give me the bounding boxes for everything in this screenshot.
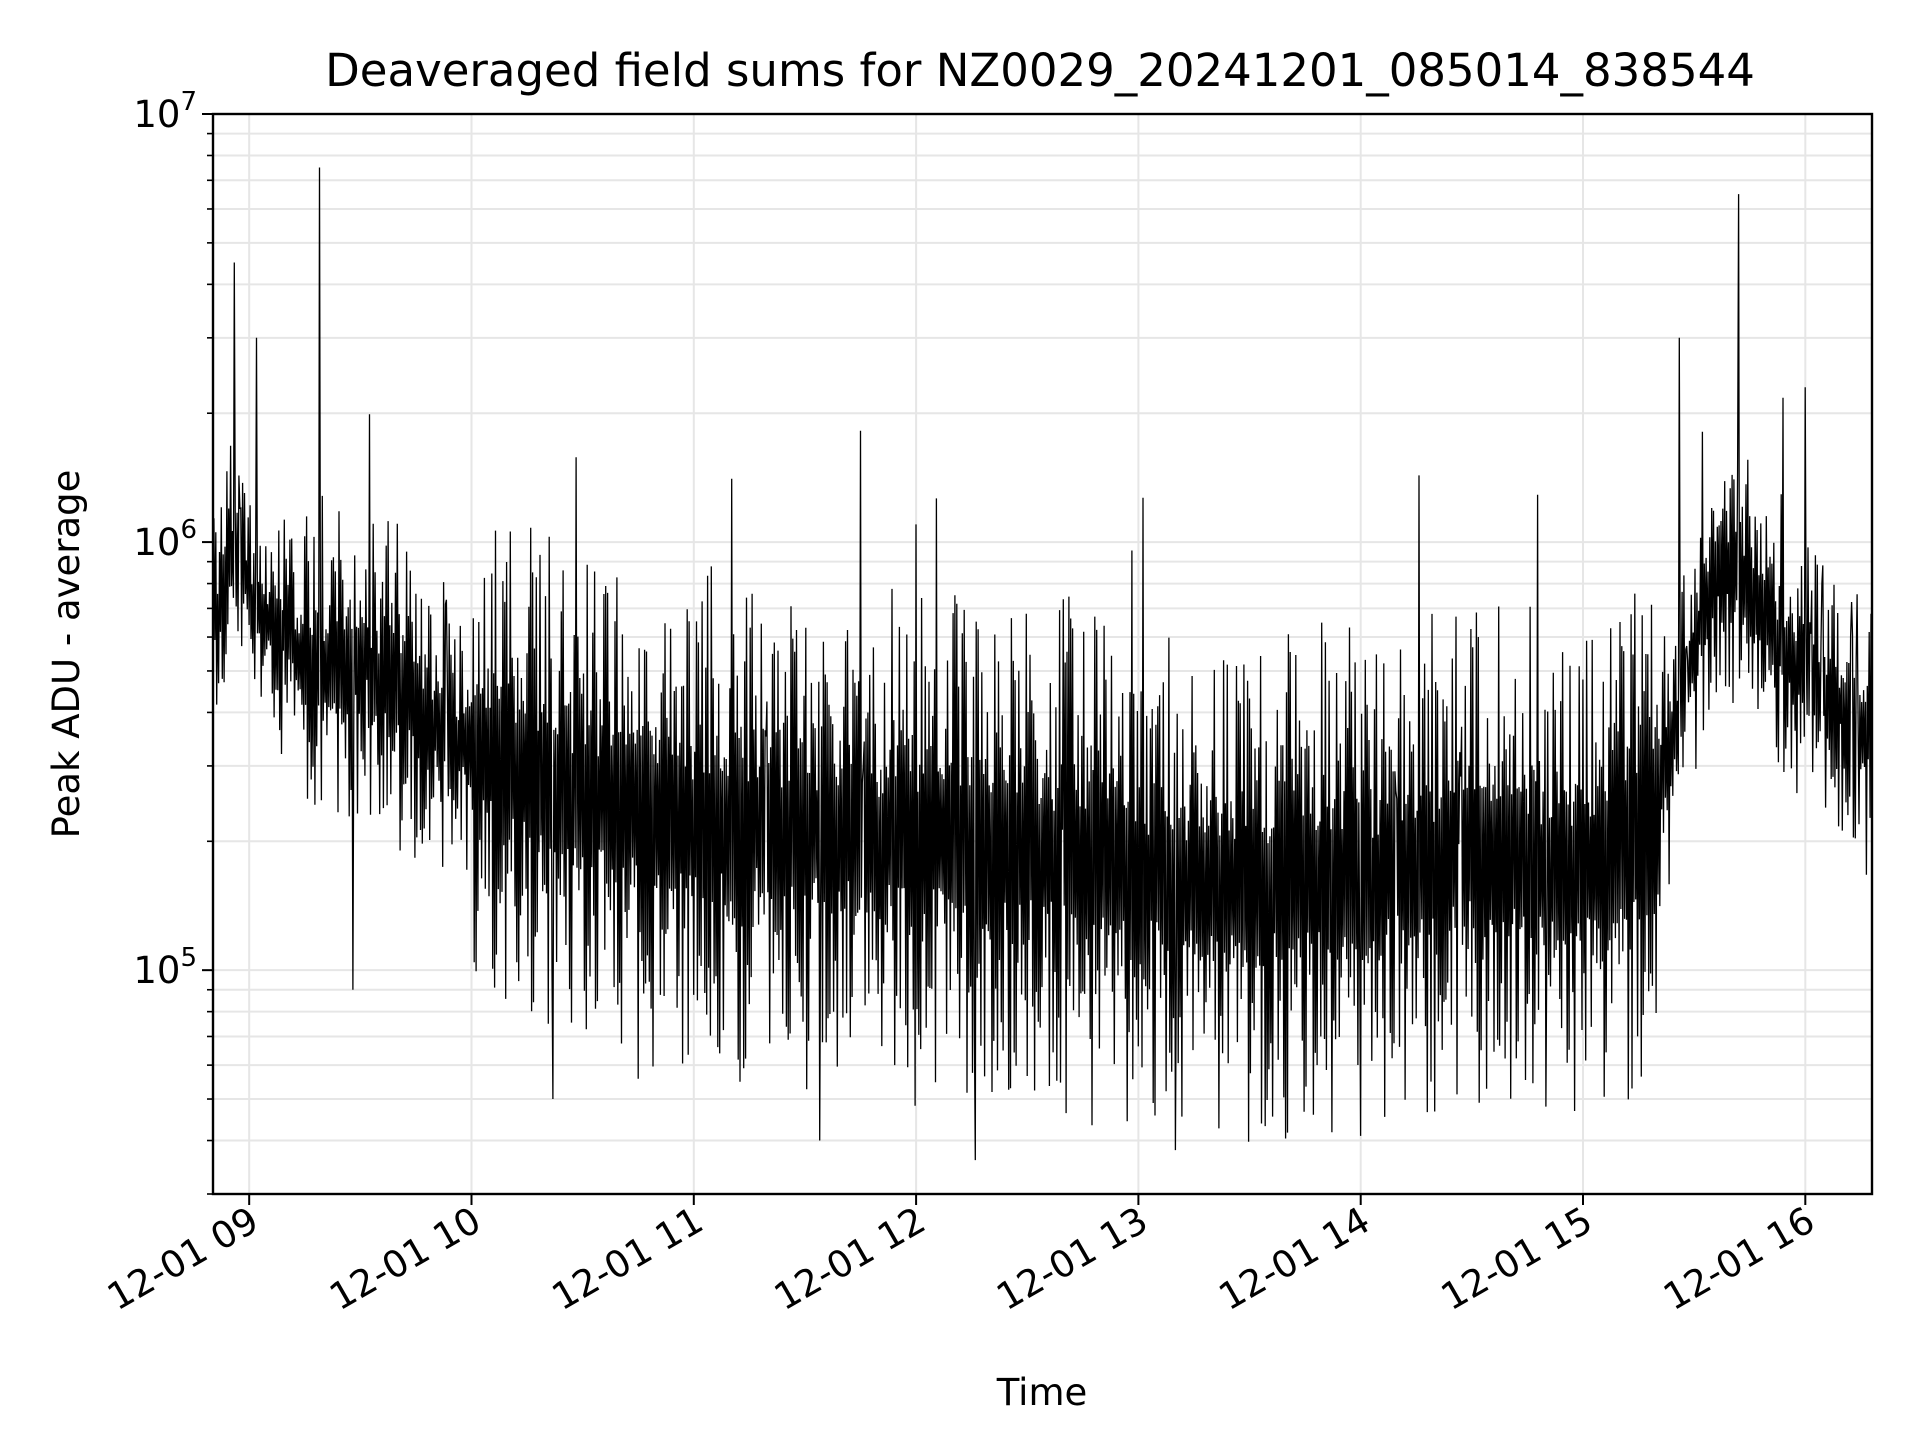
x-axis-label: Time	[996, 1371, 1088, 1414]
y-tick-label: 107	[133, 87, 197, 136]
plot-frame	[211, 112, 1874, 1196]
y-axis-label: Peak ADU - average	[45, 470, 88, 839]
chart-title: Deaveraged field sums for NZ0029_2024120…	[325, 44, 1755, 97]
y-tick-label: 105	[133, 943, 197, 992]
series-layer	[212, 167, 1873, 1161]
series-line	[212, 167, 1873, 1161]
y-tick-label: 106	[133, 515, 197, 564]
grid-layer	[213, 114, 1872, 1195]
